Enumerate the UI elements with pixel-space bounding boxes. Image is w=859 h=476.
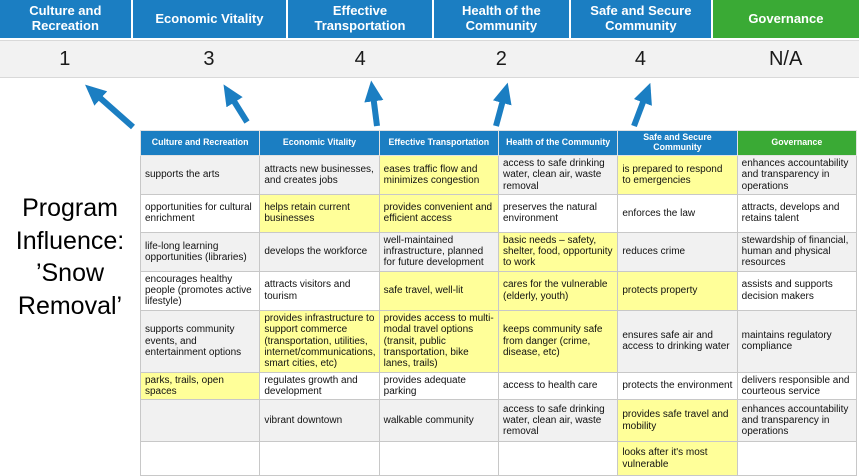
summary-header-culture-and-recreation: Culture and Recreation	[0, 0, 131, 38]
matrix-row: parks, trails, open spaces regulates gro…	[139, 371, 858, 401]
matrix-cell: safe travel, well-lit	[378, 270, 499, 311]
matrix-cell: assists and supports decision makers	[736, 270, 858, 311]
matrix-cell: walkable community	[378, 399, 499, 443]
matrix-row: looks after it's most vulnerable	[139, 441, 858, 476]
summary-header-safe-and-secure-community: Safe and Secure Community	[570, 0, 711, 38]
matrix-header-safe-and-secure-community: Safe and Secure Community	[617, 130, 738, 156]
summary-header-economic-vitality: Economic Vitality	[132, 0, 287, 38]
matrix-cell: protects property	[617, 270, 738, 311]
summary-header-effective-transportation: Effective Transportation	[288, 0, 432, 38]
matrix-cell: enhances accountability and transparency…	[736, 399, 858, 443]
matrix-cell: ensures safe air and access to drinking …	[617, 309, 738, 373]
matrix-cell	[259, 441, 380, 476]
matrix-cell: helps retain current businesses	[259, 193, 380, 233]
matrix-cell: maintains regulatory compliance	[736, 309, 858, 373]
program-influence-label: Program Influence: ’Snow Removal’	[15, 194, 125, 320]
program-influence-matrix: Culture and Recreation Economic Vitality…	[139, 130, 858, 476]
up-arrow-icon	[364, 80, 384, 127]
matrix-cell: delivers responsible and courteous servi…	[736, 371, 858, 401]
matrix-cell	[139, 399, 261, 443]
matrix-row: supports community events, and entertain…	[139, 309, 858, 373]
matrix-cell: supports the arts	[139, 155, 261, 195]
score-economic-vitality: 3	[203, 47, 215, 70]
matrix-header-effective-transportation: Effective Transportation	[378, 130, 499, 156]
matrix-cell: enforces the law	[617, 193, 738, 233]
matrix-row: opportunities for cultural enrichment he…	[139, 193, 858, 233]
up-arrow-icon	[631, 82, 652, 128]
score-safe-and-secure-community: 4	[634, 47, 647, 70]
matrix-cell: basic needs – safety, shelter, food, opp…	[497, 231, 619, 272]
matrix-cell: access to safe drinking water, clean air…	[497, 399, 619, 443]
matrix-cell: supports community events, and entertain…	[139, 309, 261, 373]
summary-header-governance: Governance	[712, 0, 859, 38]
matrix-row: supports the arts attracts new businesse…	[139, 155, 858, 195]
up-arrow-icon	[492, 82, 512, 127]
matrix-cell: cares for the vulnerable (elderly, youth…	[497, 270, 619, 311]
matrix-cell: provides access to multi-modal travel op…	[378, 309, 499, 373]
summary-header-health-of-the-community: Health of the Community	[433, 0, 569, 38]
matrix-row: vibrant downtown walkable community acce…	[139, 399, 858, 443]
matrix-header-culture-and-recreation: Culture and Recreation	[139, 130, 261, 156]
matrix-header-economic-vitality: Economic Vitality	[259, 130, 380, 156]
matrix-cell: enhances accountability and transparency…	[736, 155, 858, 195]
score-culture-and-recreation: 1	[59, 47, 71, 70]
matrix-cell: parks, trails, open spaces	[139, 371, 261, 401]
matrix-cell: provides adequate parking	[378, 371, 499, 401]
matrix-cell: attracts, develops and retains talent	[736, 193, 858, 233]
matrix-cell: opportunities for cultural enrichment	[139, 193, 261, 233]
matrix-cell: looks after it's most vulnerable	[617, 441, 738, 476]
summary-score-row: 1 3 4 2 4 N/A	[0, 40, 859, 78]
matrix-cell: keeps community safe from danger (crime,…	[497, 309, 619, 373]
matrix-cell	[139, 441, 261, 476]
up-arrow-icon	[223, 84, 250, 124]
matrix-cell: provides safe travel and mobility	[617, 399, 738, 443]
matrix-cell: preserves the natural environment	[497, 193, 619, 233]
matrix-cell: is prepared to respond to emergencies	[617, 155, 738, 195]
matrix-cell: vibrant downtown	[259, 399, 380, 443]
matrix-cell: regulates growth and development	[259, 371, 380, 401]
matrix-cell: attracts visitors and tourism	[259, 270, 380, 311]
matrix-cell: attracts new businesses, and creates job…	[259, 155, 380, 195]
matrix-cell: life-long learning opportunities (librar…	[139, 231, 261, 272]
matrix-cell: well-maintained infrastructure, planned …	[378, 231, 499, 272]
matrix-cell	[497, 441, 619, 476]
score-governance: N/A	[768, 47, 803, 70]
matrix-cell: eases traffic flow and minimizes congest…	[378, 155, 499, 195]
matrix-header-health-of-the-community: Health of the Community	[497, 130, 619, 156]
score-health-of-the-community: 2	[495, 47, 507, 70]
matrix-cell: develops the workforce	[259, 231, 380, 272]
matrix-cell: stewardship of financial, human and phys…	[736, 231, 858, 272]
matrix-cell: provides convenient and efficient access	[378, 193, 499, 233]
matrix-row: life-long learning opportunities (librar…	[139, 231, 858, 272]
score-effective-transportation: 4	[354, 47, 366, 70]
matrix-cell: encourages healthy people (promotes acti…	[139, 270, 261, 311]
matrix-header-governance: Governance	[736, 130, 858, 156]
matrix-row: encourages healthy people (promotes acti…	[139, 270, 858, 311]
matrix-cell: reduces crime	[617, 231, 738, 272]
arrows-overlay	[85, 80, 652, 130]
up-arrow-icon	[85, 84, 135, 130]
matrix-cell	[378, 441, 499, 476]
matrix-cell: access to health care	[497, 371, 619, 401]
summary-header-row: Culture and Recreation Economic Vitality…	[0, 0, 859, 38]
matrix-cell: provides infrastructure to support comme…	[259, 309, 380, 373]
matrix-header-row: Culture and Recreation Economic Vitality…	[139, 130, 858, 156]
matrix-cell: access to safe drinking water, clean air…	[497, 155, 619, 195]
matrix-cell: protects the environment	[617, 371, 738, 401]
matrix-cell	[736, 441, 858, 476]
